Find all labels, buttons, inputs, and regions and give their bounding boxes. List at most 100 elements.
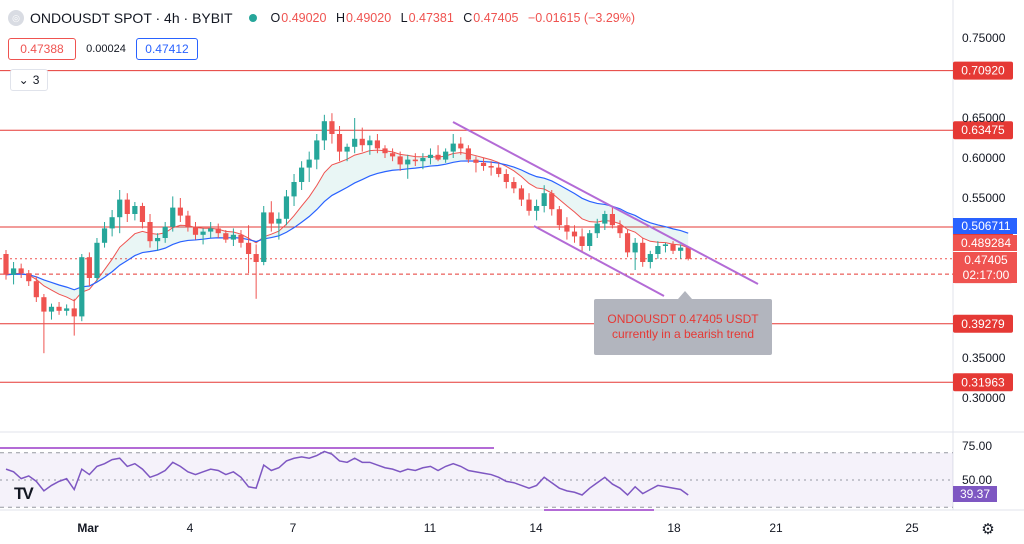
tradingview-logo[interactable]: TV [14,484,34,503]
ohlc-values: O0.49020 H0.49020 L0.47381 C0.47405 −0.0… [271,11,641,25]
time-tick-label: 4 [187,521,194,535]
candle-body [518,188,525,200]
axis-labels-layer: 0.709200.634750.513770.454910.392790.319… [77,31,1017,535]
time-tick-label: 21 [769,521,783,535]
time-tick-label: Mar [77,521,99,535]
candle-body [549,193,555,210]
candle-body [26,273,32,282]
candle-body [624,233,631,253]
candle-body [670,244,676,251]
close-value: 0.47405 [473,11,519,25]
coin-icon: ◎ [8,10,24,26]
candle-body [147,222,153,242]
candle-body [602,214,608,224]
rsi-value-bg [953,486,997,502]
level-label-bg [953,121,1013,140]
candle-body [245,242,252,254]
candle-body [299,167,305,182]
candle-body [208,228,214,232]
candle-body [640,242,646,262]
price-tick-label: 0.30000 [962,391,1006,405]
market-status-dot [248,14,257,22]
candle-body [215,228,221,234]
candles-layer [3,113,691,354]
candle-body [526,199,532,211]
candle-body [276,218,282,224]
symbol-title[interactable]: ONDOUSDT SPOT · 4h · BYBIT [30,10,233,26]
candle-body [496,167,502,174]
sell-price-button[interactable]: 0.47388 [8,38,76,60]
candle-body [405,159,411,165]
candle-body [3,254,9,275]
candle-body [283,196,290,219]
candle-body [534,206,540,211]
time-tick-label: 7 [290,521,297,535]
price-label-bg [953,252,1017,268]
level-label-bg [953,314,1013,333]
buy-price-button[interactable]: 0.47412 [136,38,198,60]
candle-body [139,206,146,222]
price-label: 0.47405 [964,253,1008,267]
settings-gear-icon[interactable]: ⚙ [981,521,995,538]
rsi-band [0,452,953,508]
candle-body [397,156,403,165]
candle-body [306,159,312,168]
spread-value: 0.00024 [86,43,126,55]
candle-body [541,193,547,206]
low-value: 0.47381 [408,11,454,25]
candle-body [571,231,578,237]
candle-body [352,138,358,147]
high-value: 0.49020 [345,11,392,25]
price-tick-label: 0.65000 [962,111,1006,125]
rsi-tick-label: 50.00 [962,473,992,487]
trend-annotation[interactable]: ONDOUSDT 0.47405 USDT currently in a bea… [594,291,772,355]
candle-body [511,182,517,189]
high-label: H [335,11,345,25]
horizontal-levels-layer [0,70,953,383]
candle-body [617,225,623,234]
time-tick-label: 11 [424,521,437,535]
candle-body [503,174,509,182]
price-label-bg [953,218,1017,234]
level-label: 0.70920 [961,64,1005,78]
candle-body [117,199,123,218]
indicators-count: 3 [32,73,40,87]
candle-body [64,308,70,311]
candle-body [389,153,396,157]
candle-body [79,257,85,317]
ema-cloud [6,150,689,301]
chart-header: ◎ ONDOUSDT SPOT · 4h · BYBIT O 0.49020 H 0… [8,7,641,29]
change-value: −0.01615 (−3.29%) [527,11,635,25]
channel-layer [452,121,759,297]
candle-body [374,140,381,149]
level-label-bg [953,373,1013,392]
candle-body [443,151,449,160]
candle-body [647,254,653,262]
candle-body [321,121,327,141]
candle-body [109,217,115,229]
rsi-tick-label: 75.00 [962,439,992,453]
candle-body [18,268,24,274]
indicators-toggle-button[interactable]: ⌄ 3 [10,69,48,91]
rsi-layer [0,447,689,511]
candle-body [678,247,684,251]
candle-body [458,143,464,149]
close-label: C [463,11,473,25]
rsi-line [5,450,689,497]
low-label: L [400,11,408,25]
candle-body [579,236,585,246]
price-tick-label: 0.60000 [962,151,1006,165]
ema-slow-line [5,160,689,291]
candle-body [344,146,350,152]
candle-body [253,254,259,262]
channel-upper-line [452,121,759,285]
candle-body [33,281,39,298]
candle-body [427,154,434,158]
candle-body [382,148,388,154]
rsi-band-layer [0,452,953,508]
candle-body [223,233,229,240]
price-tick-label: 0.75000 [962,31,1006,45]
open-label: O [270,11,281,25]
candle-body [48,306,55,312]
